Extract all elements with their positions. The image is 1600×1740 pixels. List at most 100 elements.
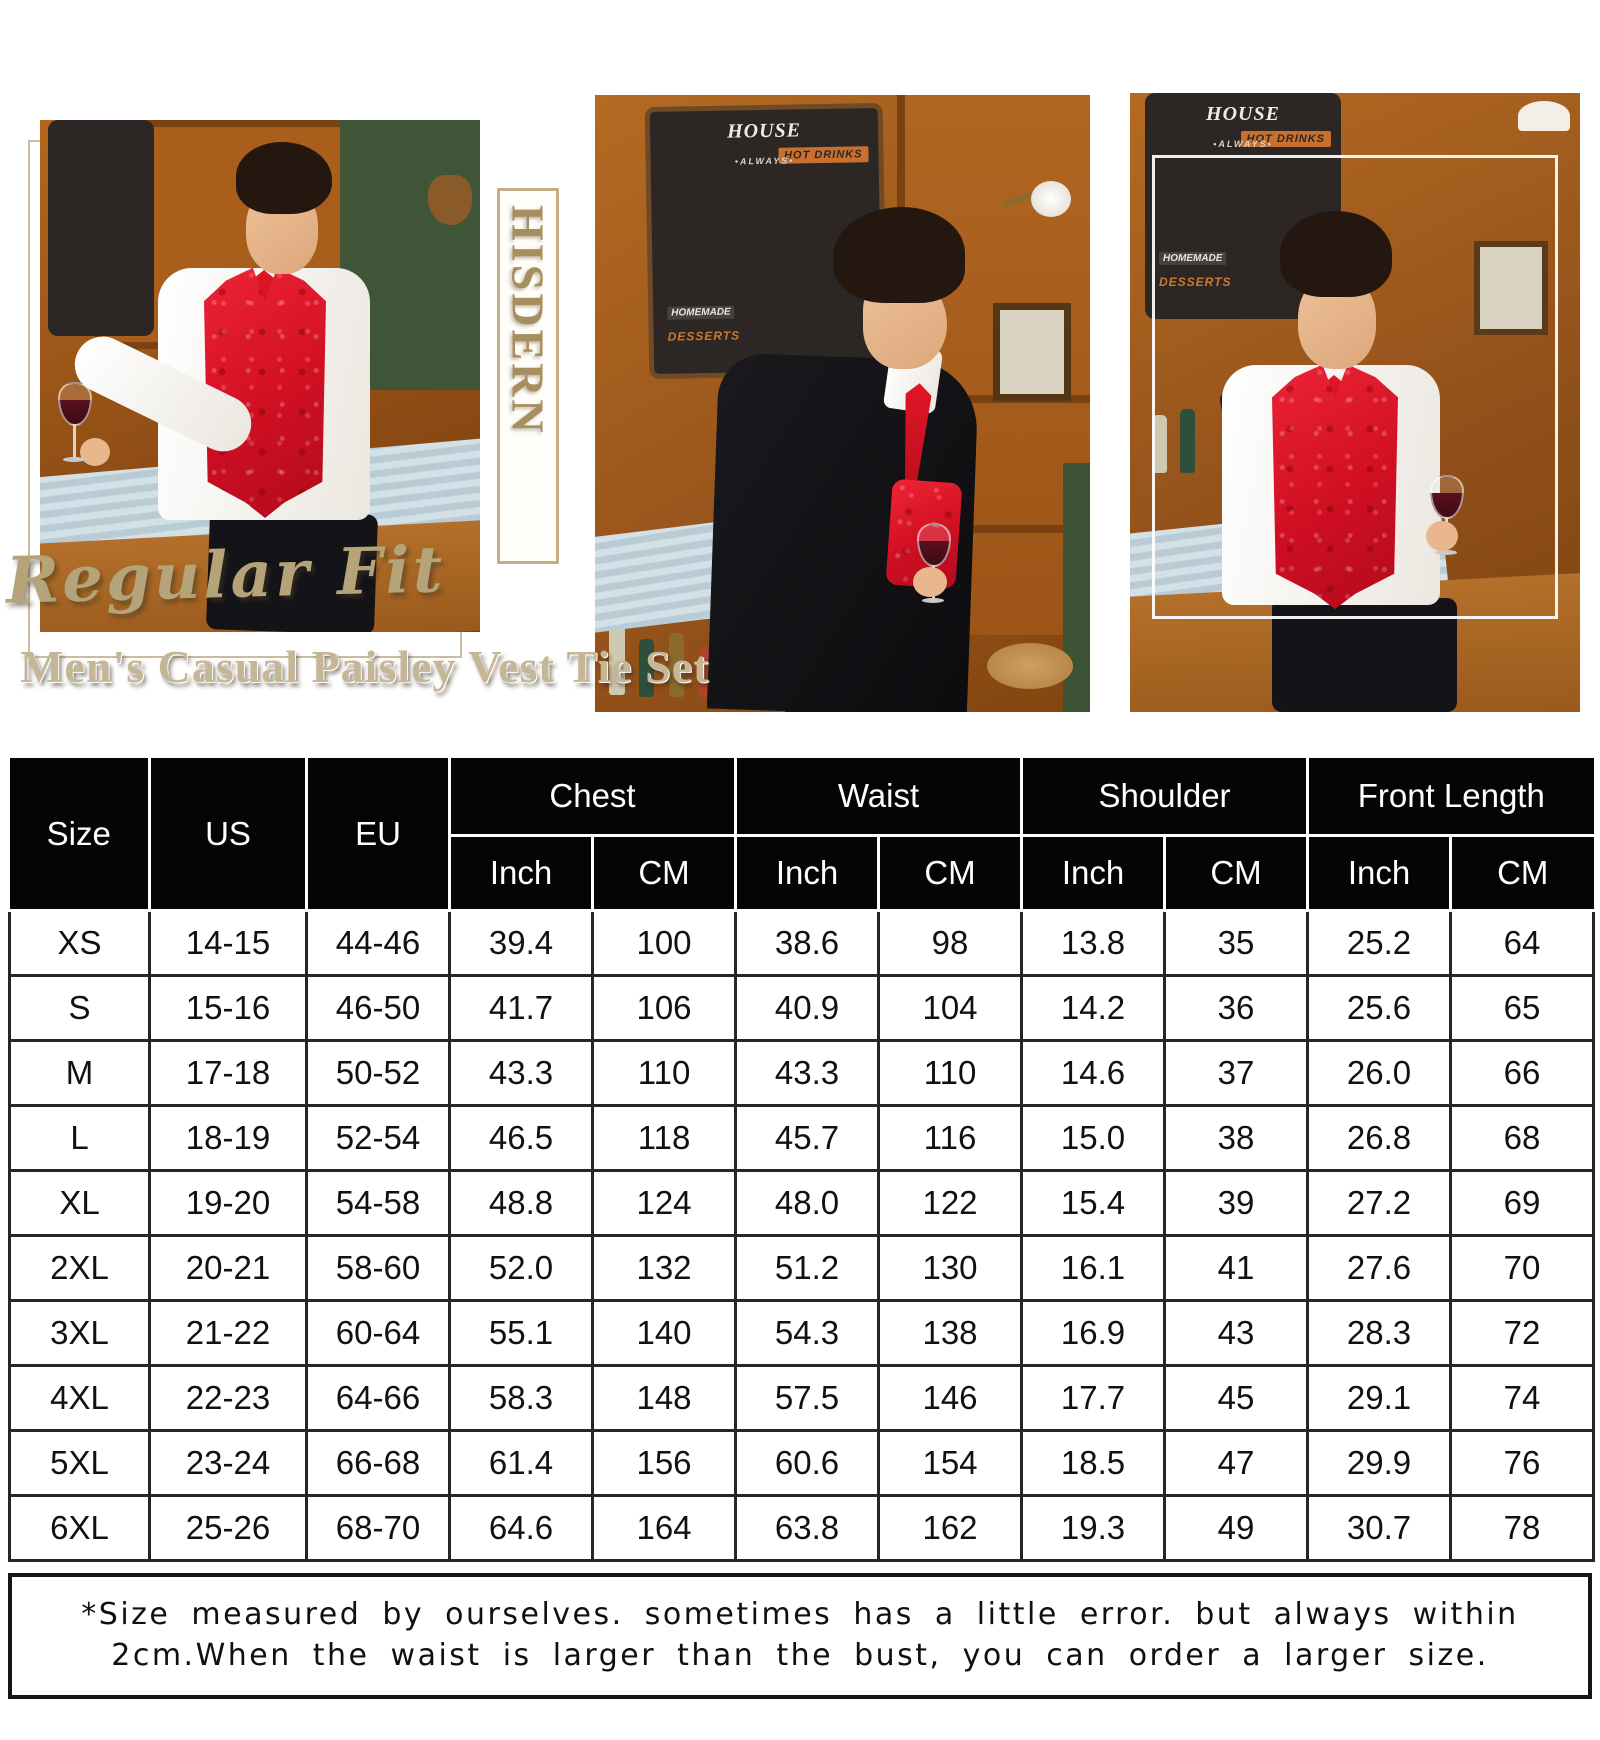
- cell-shoulder-cm: 49: [1162, 1494, 1310, 1562]
- lamp-shade: [1518, 101, 1570, 131]
- cell-eu: 66-68: [305, 1429, 451, 1497]
- size-disclaimer: *Size measured by ourselves. sometimes h…: [8, 1573, 1592, 1699]
- cell-shoulder-cm: 36: [1162, 974, 1310, 1042]
- cell-shoulder-cm: 39: [1162, 1169, 1310, 1237]
- red-paisley-vest: [1272, 364, 1398, 609]
- cell-shoulder-cm: 35: [1162, 909, 1310, 977]
- cell-shoulder-inch: 15.4: [1020, 1169, 1166, 1237]
- fit-style-label: Regular Fit: [5, 532, 447, 619]
- col-header-front-length: Front Length: [1306, 758, 1594, 837]
- cell-eu: 44-46: [305, 909, 451, 977]
- cell-size: 2XL: [8, 1234, 151, 1302]
- cell-waist-cm: 98: [877, 909, 1023, 977]
- col-header-waist: Waist: [734, 758, 1023, 837]
- cell-eu: 54-58: [305, 1169, 451, 1237]
- cell-us: 22-23: [148, 1364, 308, 1432]
- cell-waist-inch: 40.9: [734, 974, 880, 1042]
- wine-glass-icon: [1430, 475, 1464, 555]
- cell-size: 5XL: [8, 1429, 151, 1497]
- cell-shoulder-inch: 18.5: [1020, 1429, 1166, 1497]
- table-row: 6XL 25-26 68-70 64.6 164 63.8 162 19.3 49 30.7 78: [8, 1494, 1596, 1562]
- cell-chest-cm: 100: [591, 909, 737, 977]
- cell-us: 15-16: [148, 974, 308, 1042]
- bottle: [639, 639, 654, 697]
- table-row: L 18-19 52-54 46.5 118 45.7 116 15.0 38 26.8 68: [8, 1104, 1596, 1172]
- chalkboard-title: HOUSE: [726, 119, 802, 143]
- model-hair: [1280, 211, 1392, 297]
- cell-us: 23-24: [148, 1429, 308, 1497]
- cell-chest-inch: 46.5: [448, 1104, 594, 1172]
- wine-glass-icon: [58, 382, 92, 462]
- cell-chest-inch: 41.7: [448, 974, 594, 1042]
- cell-chest-inch: 64.6: [448, 1494, 594, 1562]
- cell-size: M: [8, 1039, 151, 1107]
- cell-front-length-inch: 27.2: [1306, 1169, 1453, 1237]
- cell-eu: 46-50: [305, 974, 451, 1042]
- cell-front-length-cm: 64: [1449, 909, 1596, 977]
- chalkboard-always: •ALWAYS•: [1213, 139, 1273, 149]
- cell-front-length-cm: 69: [1449, 1169, 1596, 1237]
- cell-front-length-inch: 29.9: [1306, 1429, 1453, 1497]
- cell-waist-cm: 154: [877, 1429, 1023, 1497]
- subheader-waist-cm: CM: [877, 834, 1023, 912]
- table-row: 3XL 21-22 60-64 55.1 140 54.3 138 16.9 43 28.3 72: [8, 1299, 1596, 1367]
- cell-chest-inch: 39.4: [448, 909, 594, 977]
- col-header-chest: Chest: [448, 758, 737, 837]
- deer-mount: [428, 175, 472, 225]
- col-header-us: US: [148, 758, 308, 912]
- cell-us: 18-19: [148, 1104, 308, 1172]
- cell-waist-inch: 43.3: [734, 1039, 880, 1107]
- cell-waist-cm: 104: [877, 974, 1023, 1042]
- cell-front-length-inch: 26.0: [1306, 1039, 1453, 1107]
- hand: [913, 567, 947, 597]
- chalkboard-desserts: DESSERTS: [667, 328, 741, 344]
- cell-shoulder-inch: 16.1: [1020, 1234, 1166, 1302]
- cell-chest-inch: 43.3: [448, 1039, 594, 1107]
- cell-size: XS: [8, 909, 151, 977]
- cell-front-length-cm: 70: [1449, 1234, 1596, 1302]
- disclaimer-line2: 2cm.When the waist is larger than the bu…: [111, 1638, 1489, 1673]
- cell-shoulder-cm: 41: [1162, 1234, 1310, 1302]
- cell-waist-cm: 162: [877, 1494, 1023, 1562]
- subheader-chest-inch: Inch: [449, 834, 594, 912]
- lamp-globe: [1031, 181, 1071, 217]
- cell-us: 19-20: [148, 1169, 308, 1237]
- cell-chest-cm: 164: [591, 1494, 737, 1562]
- subheader-waist-inch: Inch: [734, 834, 880, 912]
- cell-us: 14-15: [148, 909, 308, 977]
- cell-waist-inch: 38.6: [734, 909, 880, 977]
- cell-front-length-cm: 68: [1449, 1104, 1596, 1172]
- product-photo-suit: HOUSE HOT DRINKS •ALWAYS• HOMEMADE DESSE…: [595, 95, 1090, 712]
- bottle: [1152, 415, 1167, 473]
- cell-eu: 52-54: [305, 1104, 451, 1172]
- hand: [80, 438, 110, 466]
- cell-chest-inch: 61.4: [448, 1429, 594, 1497]
- product-title: Men's Casual Paisley Vest Tie Set: [20, 641, 710, 692]
- cell-shoulder-cm: 38: [1162, 1104, 1310, 1172]
- subheader-chest-cm: CM: [591, 834, 737, 912]
- cell-waist-cm: 110: [877, 1039, 1023, 1107]
- cell-us: 17-18: [148, 1039, 308, 1107]
- cell-us: 20-21: [148, 1234, 308, 1302]
- cell-size: L: [8, 1104, 151, 1172]
- cell-eu: 68-70: [305, 1494, 451, 1562]
- model-hair: [833, 207, 965, 303]
- cell-eu: 58-60: [305, 1234, 451, 1302]
- bottle: [609, 623, 625, 695]
- cell-chest-inch: 55.1: [448, 1299, 594, 1367]
- product-photo-side: HOUSE HOT DRINKS •ALWAYS• HOMEMADE DESSE…: [1130, 93, 1580, 712]
- cell-front-length-inch: 25.2: [1306, 909, 1453, 977]
- cell-shoulder-inch: 14.2: [1020, 974, 1166, 1042]
- cell-chest-cm: 118: [591, 1104, 737, 1172]
- cell-waist-inch: 57.5: [734, 1364, 880, 1432]
- cell-shoulder-cm: 45: [1162, 1364, 1310, 1432]
- col-header-size: Size: [9, 758, 151, 912]
- cell-front-length-inch: 30.7: [1306, 1494, 1453, 1562]
- cell-waist-inch: 54.3: [734, 1299, 880, 1367]
- subheader-front-length-cm: CM: [1449, 834, 1594, 912]
- cell-size: 4XL: [8, 1364, 151, 1432]
- table-row: M 17-18 50-52 43.3 110 43.3 110 14.6 37 26.0 66: [8, 1039, 1596, 1107]
- photo-collage: HISDERN HOUSE HOT DRINKS •ALWAYS• HOMEMA…: [0, 0, 1600, 755]
- cell-chest-cm: 140: [591, 1299, 737, 1367]
